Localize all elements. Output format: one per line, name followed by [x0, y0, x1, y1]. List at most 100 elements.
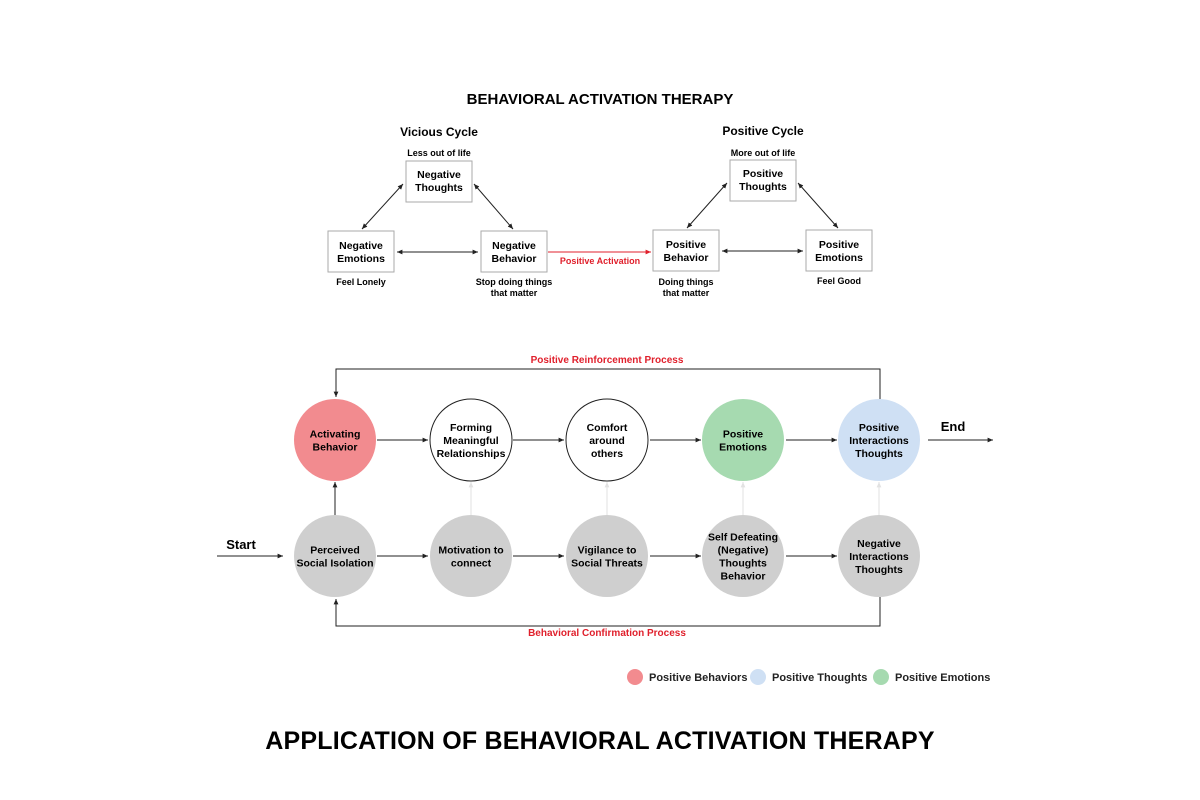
bottom-row-label-line: Thoughts: [719, 558, 767, 570]
bottom-row-label-line: Self Defeating: [708, 532, 778, 544]
bottom-row-circle: [702, 515, 784, 597]
top-row-label-line: Interactions: [849, 435, 909, 447]
legend-label: Positive Behaviors: [649, 672, 747, 684]
positive-behavior-caption-line: that matter: [663, 288, 710, 298]
top-row-label-line: Behavior: [313, 442, 358, 454]
bottom-row-circle: [430, 515, 512, 597]
top-row-label-line: Positive: [859, 422, 899, 434]
node-line: Negative: [339, 240, 383, 252]
vicious-negative-thoughts-node: Negative Thoughts: [405, 160, 473, 203]
positive-emotions-caption: Feel Good: [817, 276, 861, 286]
end-label: End: [941, 419, 966, 434]
node-line: Thoughts: [739, 181, 787, 193]
node-line: Positive: [666, 239, 706, 251]
legend: Positive Behaviors Positive Thoughts Posit…: [627, 669, 990, 685]
vicious-top-caption: Less out of life: [407, 148, 471, 158]
positive-thoughts-node: Positive Thoughts: [729, 159, 797, 202]
legend-label: Positive Emotions: [895, 672, 990, 684]
legend-item: Positive Thoughts: [750, 669, 867, 685]
reinforcement-label: Positive Reinforcement Process: [531, 355, 684, 366]
top-row-circle: [838, 399, 920, 481]
bottom-row-label-line: Motivation to: [438, 545, 503, 557]
positive-arrow-thoughts-behavior: [686, 182, 728, 229]
legend-swatch: [750, 669, 766, 685]
node-line: Emotions: [337, 253, 385, 265]
top-row-circle: [702, 399, 784, 481]
positive-arrow-thoughts-emotions: [797, 182, 839, 229]
positive-behavior-caption-line: Doing things: [659, 277, 714, 287]
legend-swatch: [627, 669, 643, 685]
top-row-label-line: Activating: [310, 429, 361, 441]
bottom-row-label-line: Perceived: [310, 545, 360, 557]
reinforcement-loop-arrow: [333, 368, 881, 399]
bottom-row-label-line: Interactions: [849, 551, 909, 563]
vicious-negative-emotions-node: Negative Emotions: [327, 230, 395, 273]
top-row-label-line: Thoughts: [855, 448, 903, 460]
node-line: Positive: [819, 239, 859, 251]
main-title: BEHAVIORAL ACTIVATION THERAPY: [467, 91, 734, 108]
bottom-row-label-line: Behavior: [721, 571, 766, 583]
legend-item: Positive Emotions: [873, 669, 990, 685]
vicious-cycle-title: Vicious Cycle: [400, 125, 478, 139]
vicious-arrow-thoughts-behavior: [473, 183, 514, 230]
bottom-row-label-line: (Negative): [718, 545, 769, 557]
confirmation-label: Behavioral Confirmation Process: [528, 628, 686, 639]
top-row-circle: [429, 398, 513, 482]
bottom-row-circle: [838, 515, 920, 597]
positive-cycle-title: Positive Cycle: [722, 124, 804, 138]
start-label: Start: [226, 537, 256, 552]
legend-label: Positive Thoughts: [772, 672, 867, 684]
vicious-emotions-caption: Feel Lonely: [336, 277, 386, 287]
positive-activation-label: Positive Activation: [560, 256, 640, 266]
top-row-circle: [294, 399, 376, 481]
legend-item: Positive Behaviors: [627, 669, 747, 685]
node-line: Emotions: [815, 252, 863, 264]
top-row-label-line: Positive: [723, 429, 763, 441]
positive-behavior-node: Positive Behavior: [652, 229, 720, 272]
top-row-label-line: Comfort: [587, 422, 628, 434]
node-line: Behavior: [492, 253, 537, 265]
node-line: Thoughts: [415, 182, 463, 194]
bottom-row-label-line: Negative: [857, 538, 901, 550]
bottom-row-circle: [294, 515, 376, 597]
top-row-label-line: Meaningful: [443, 435, 498, 447]
positive-top-caption: More out of life: [731, 148, 796, 158]
vicious-behavior-caption-line: Stop doing things: [476, 277, 552, 287]
node-line: Negative: [417, 169, 461, 181]
legend-swatch: [873, 669, 889, 685]
bottom-row-label-line: Social Threats: [571, 558, 643, 570]
bottom-row-label-line: Thoughts: [855, 564, 903, 576]
top-row-label-line: around: [589, 435, 625, 447]
bottom-row-label-line: connect: [451, 558, 492, 570]
bottom-title: APPLICATION OF BEHAVIORAL ACTIVATION THE…: [265, 727, 935, 755]
top-row-label-line: Forming: [450, 422, 492, 434]
node-line: Behavior: [664, 252, 709, 264]
top-row-label-line: others: [591, 448, 623, 460]
top-row-label-line: Relationships: [437, 448, 506, 460]
bottom-row-label-line: Vigilance to: [578, 545, 637, 557]
positive-emotions-node: Positive Emotions: [805, 229, 873, 272]
node-line: Positive: [743, 168, 783, 180]
bottom-row-label-line: Social Isolation: [296, 558, 373, 570]
vicious-behavior-caption-line: that matter: [491, 288, 538, 298]
bottom-row-circle: [566, 515, 648, 597]
node-line: Negative: [492, 240, 536, 252]
vicious-negative-behavior-node: Negative Behavior: [480, 230, 548, 273]
confirmation-loop-arrow: [333, 597, 881, 627]
top-row-label-line: Emotions: [719, 442, 767, 454]
top-row-circle: [565, 398, 649, 482]
vicious-arrow-thoughts-emotions: [361, 183, 404, 230]
